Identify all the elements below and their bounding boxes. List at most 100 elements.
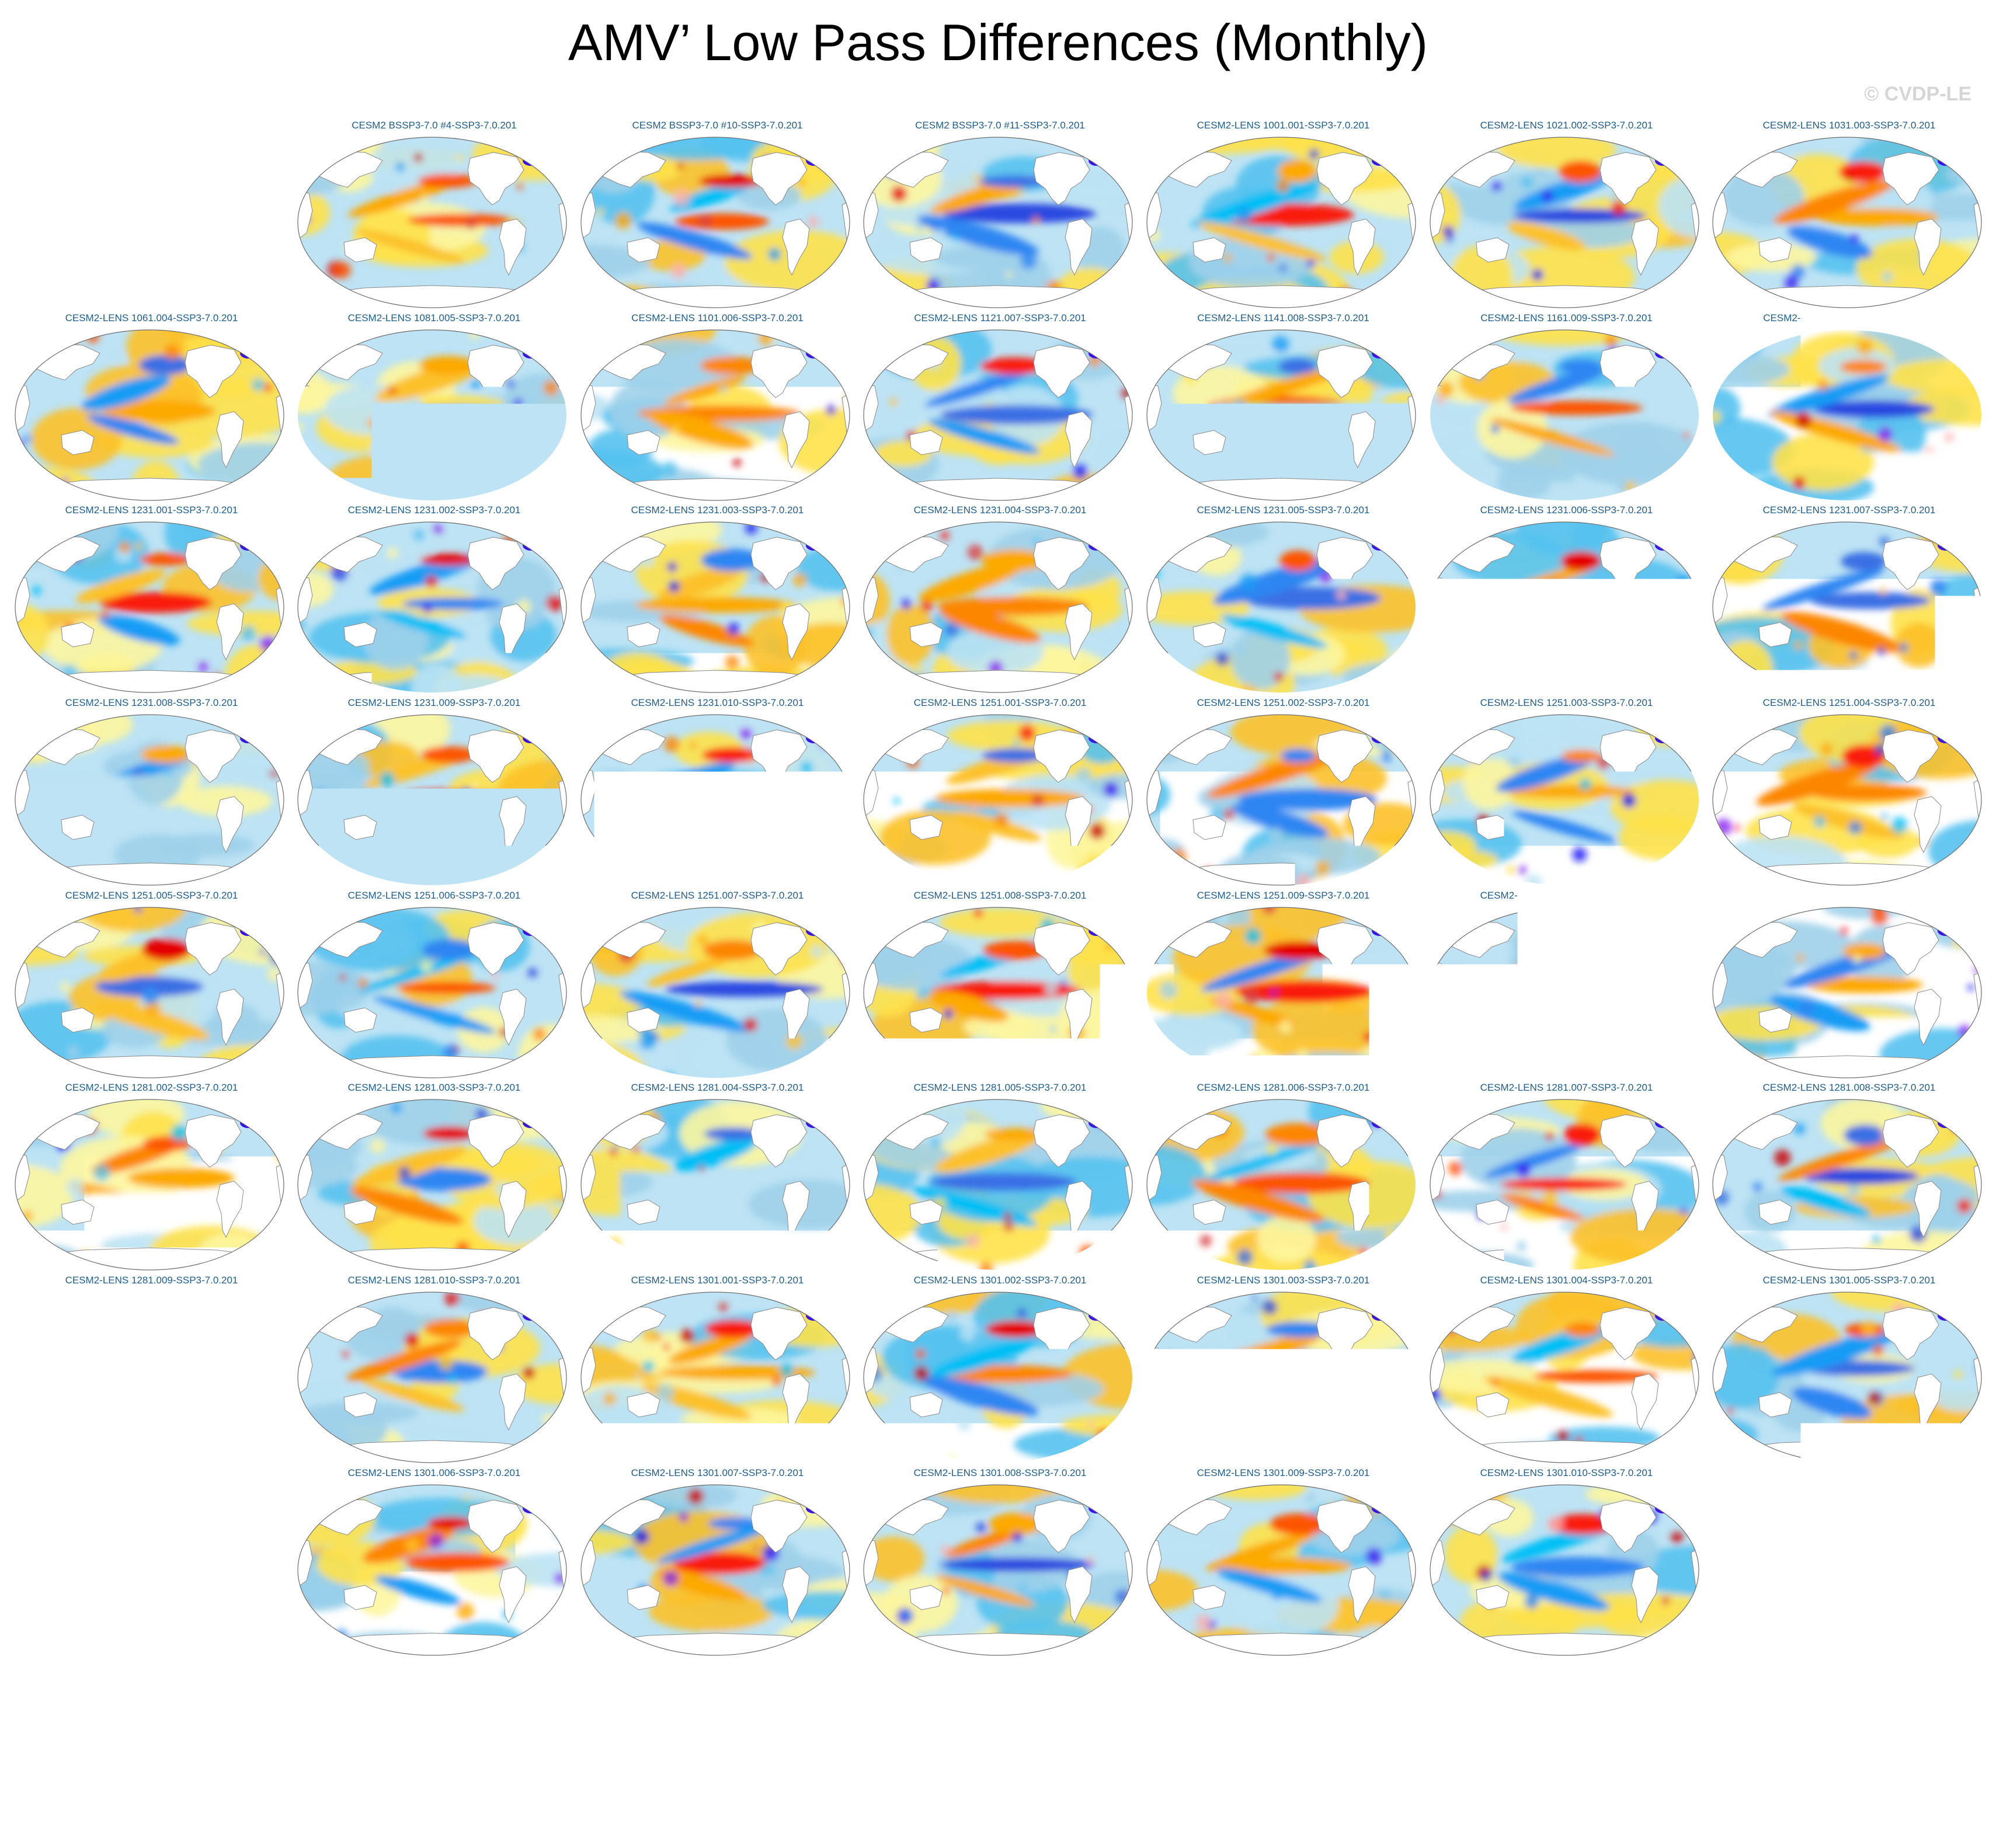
colorbar-tick-label: 2.4 xyxy=(1433,1748,1487,1793)
world-map xyxy=(12,328,287,503)
map-panel: CESM2-LENS 1021.002-SSP3-7.0.201 xyxy=(1425,120,1708,312)
world-map xyxy=(578,1097,853,1272)
map-panel-title: CESM2-LENS 1281.005-SSP3-7.0.201 xyxy=(858,1082,1142,1094)
world-map xyxy=(1144,1097,1418,1272)
world-map xyxy=(861,1097,1135,1272)
map-panel: CESM2-LENS 1231.004-SSP3-7.0.201 xyxy=(858,504,1142,697)
colorbar-swatch xyxy=(304,1700,381,1738)
map-panel: CESM2-LENS 1281.003-SSP3-7.0.201 xyxy=(293,1082,576,1275)
map-panel: CESM2-LENS 1281.002-SSP3-7.0.201 xyxy=(10,1082,293,1275)
colorbar-swatch xyxy=(1615,1700,1692,1738)
map-panel-title: CESM2 BSSP3-7.0 #11-SSP3-7.0.201 xyxy=(858,120,1142,131)
map-panel-title: CESM2-LENS 1281.007-SSP3-7.0.201 xyxy=(1425,1082,1708,1094)
map-panel: CESM2-LENS 1231.010-SSP3-7.0.201 xyxy=(576,697,859,890)
colorbar-tick-label: -0.8 xyxy=(810,1748,877,1793)
world-map xyxy=(12,1290,287,1465)
world-map xyxy=(295,328,569,503)
map-panel-title: CESM2-LENS 1251.006-SSP3-7.0.201 xyxy=(293,890,576,902)
map-panel-title: CESM2-LENS 1301.001-SSP3-7.0.201 xyxy=(576,1275,859,1286)
world-map xyxy=(861,905,1135,1080)
map-panel-title: CESM2-LENS 1251.005-SSP3-7.0.201 xyxy=(10,890,293,902)
map-panel-title: CESM2-LENS 1281.008-SSP3-7.0.201 xyxy=(1708,1082,1991,1094)
world-map xyxy=(861,1290,1135,1465)
colorbar-tick-label: -3.2 xyxy=(347,1748,414,1793)
colorbar-swatch xyxy=(535,1700,613,1738)
colorbar-swatch xyxy=(1306,1700,1383,1738)
map-panel: CESM2 BSSP3-7.0 #11-SSP3-7.0.201 xyxy=(858,120,1142,312)
colorbar-tick-label: -1.6 xyxy=(656,1748,722,1793)
map-panel-title: CESM2-LENS 1231.009-SSP3-7.0.201 xyxy=(293,697,576,709)
colorbar-tick-label: 0 xyxy=(987,1748,1009,1793)
map-panel: CESM2-LENS 1301.001-SSP3-7.0.201 xyxy=(576,1275,859,1467)
world-map xyxy=(295,1482,569,1658)
world-map xyxy=(861,328,1135,503)
map-panel-title: CESM2-LENS 1061.004-SSP3-7.0.201 xyxy=(10,312,293,324)
map-panel-title: CESM2-LENS 1231.001-SSP3-7.0.201 xyxy=(10,504,293,516)
world-map xyxy=(295,1097,569,1272)
map-panel-title: CESM2-LENS 1281.001-SSP3-7.0.201 xyxy=(1708,890,1991,902)
world-map xyxy=(1710,712,1984,888)
world-map xyxy=(295,905,569,1080)
colorbar-swatch xyxy=(921,1700,998,1738)
map-panel: CESM2-LENS 1301.004-SSP3-7.0.201 xyxy=(1425,1275,1708,1467)
map-panel: CESM2-LENS 1301.003-SSP3-7.0.201 xyxy=(1142,1275,1425,1467)
world-map xyxy=(1427,712,1702,888)
world-map xyxy=(1144,712,1418,888)
colorbar-swatch xyxy=(1383,1700,1461,1738)
map-panel: CESM2-LENS 1231.009-SSP3-7.0.201 xyxy=(293,697,576,890)
map-panel: CESM2-LENS 1281.006-SSP3-7.0.201 xyxy=(1142,1082,1425,1275)
world-map xyxy=(12,520,287,695)
colorbar-swatch xyxy=(1152,1700,1229,1738)
world-map xyxy=(295,712,569,888)
map-panel-title: CESM2-LENS 1251.003-SSP3-7.0.201 xyxy=(1425,697,1708,709)
world-map xyxy=(578,328,853,503)
world-map xyxy=(1427,328,1702,503)
world-map xyxy=(1144,905,1418,1080)
map-panel-title: CESM2-LENS 1231.008-SSP3-7.0.201 xyxy=(10,697,293,709)
map-panel-title: CESM2-LENS 1161.009-SSP3-7.0.201 xyxy=(1425,312,1708,324)
world-map xyxy=(1710,328,1984,503)
map-panel-title: CESM2-LENS 1251.008-SSP3-7.0.201 xyxy=(858,890,1142,902)
map-panel: CESM2-LENS 1301.005-SSP3-7.0.201 xyxy=(1708,1275,1991,1467)
colorbar-swatch xyxy=(1461,1700,1538,1738)
colorbar-swatch xyxy=(381,1700,458,1738)
world-map xyxy=(1710,520,1984,695)
colorbar-tick-label: 4 xyxy=(1758,1748,1779,1793)
colorbar-swatch xyxy=(1538,1700,1615,1738)
world-map xyxy=(1144,1290,1418,1465)
map-panel-title: CESM2-LENS 1231.004-SSP3-7.0.201 xyxy=(858,504,1142,516)
map-panel-title: CESM2 BSSP3-7.0 #4-SSP3-7.0.201 xyxy=(293,120,576,131)
world-map xyxy=(295,520,569,695)
map-panel-title: CESM2-LENS 1121.007-SSP3-7.0.201 xyxy=(858,312,1142,324)
world-map xyxy=(578,135,853,310)
map-panel: CESM2-LENS 1251.003-SSP3-7.0.201 xyxy=(1425,697,1708,890)
world-map xyxy=(1710,905,1984,1080)
map-panel: CESM2-LENS 1281.004-SSP3-7.0.201 xyxy=(576,1082,859,1275)
world-map xyxy=(861,712,1135,888)
map-panel-title: CESM2-LENS 1251.010-SSP3-7.0.201 xyxy=(1425,890,1708,902)
world-map xyxy=(295,135,569,310)
colorbar-swatch xyxy=(1229,1700,1306,1738)
world-map xyxy=(1144,135,1418,310)
map-panel: CESM2-LENS 1101.006-SSP3-7.0.201 xyxy=(576,312,859,505)
map-panel: CESM2-LENS 1231.002-SSP3-7.0.201 xyxy=(293,504,576,697)
world-map xyxy=(1710,135,1984,310)
map-panel-title: CESM2-LENS 1281.010-SSP3-7.0.201 xyxy=(293,1275,576,1286)
colorbar-tick-label: 3.2 xyxy=(1587,1748,1641,1793)
colorbar-swatch xyxy=(1075,1700,1152,1738)
map-panel: CESM2-LENS 1231.007-SSP3-7.0.201 xyxy=(1708,504,1991,697)
map-panel: CESM2 BSSP3-7.0 #4-SSP3-7.0.201 xyxy=(293,120,576,312)
map-panel-title: CESM2-LENS 1231.010-SSP3-7.0.201 xyxy=(576,697,859,709)
map-panel: CESM2-LENS 1301.010-SSP3-7.0.201 xyxy=(1425,1467,1708,1660)
world-map xyxy=(861,135,1135,310)
colorbar-swatch xyxy=(1769,1700,1846,1738)
map-panel: CESM2-LENS 1301.009-SSP3-7.0.201 xyxy=(1142,1467,1425,1660)
world-map xyxy=(578,1482,853,1658)
map-panel-title: CESM2-LENS 1301.009-SSP3-7.0.201 xyxy=(1142,1467,1425,1479)
map-panel-title: CESM2-LENS 1281.006-SSP3-7.0.201 xyxy=(1142,1082,1425,1094)
colorbar-swatch xyxy=(227,1700,304,1738)
map-panel: CESM2-LENS 1251.005-SSP3-7.0.201 xyxy=(10,890,293,1083)
map-panel-title: CESM2-LENS 1301.004-SSP3-7.0.201 xyxy=(1425,1275,1708,1286)
map-panel-title: CESM2-LENS 1281.009-SSP3-7.0.201 xyxy=(10,1275,293,1286)
map-panel: CESM2-LENS 1281.007-SSP3-7.0.201 xyxy=(1425,1082,1708,1275)
